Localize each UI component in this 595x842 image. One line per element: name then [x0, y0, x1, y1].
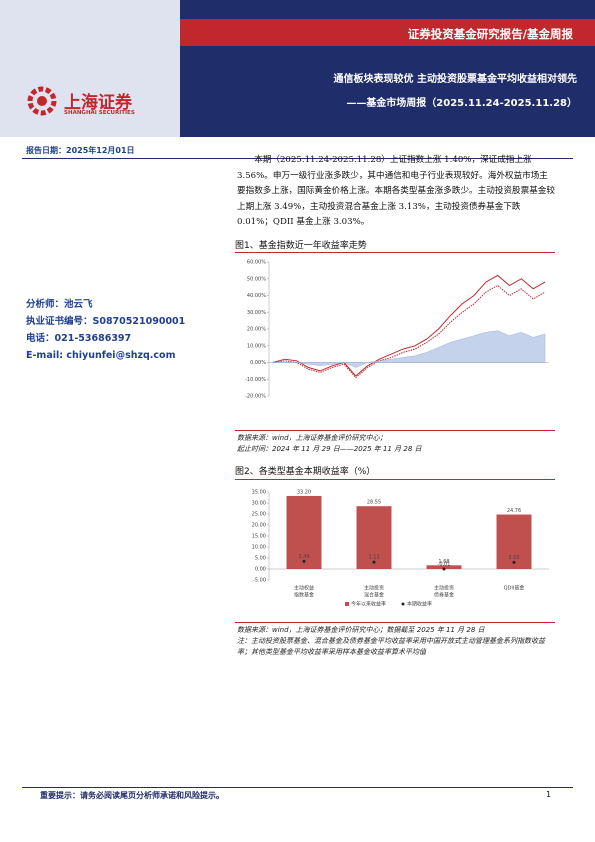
line — [272, 284, 546, 379]
value-label: 1.68 — [438, 559, 449, 565]
x-tick-label: 主动权益 — [294, 585, 314, 592]
figure-title: 图1、基金指数近一年收益率走势 — [235, 241, 367, 251]
figure-rule — [235, 252, 555, 253]
header-red-band — [180, 19, 595, 46]
figure-period: 起止时间：2024 年 11 月 29 日——2025 年 11 月 28 日 — [237, 445, 422, 453]
footer-disclaimer: 重要提示：请务必阅读尾页分析师承诺和风险提示。 — [40, 791, 224, 800]
y-tick-label: 0.00 — [255, 567, 266, 573]
value-label: 3.13 — [368, 555, 379, 561]
figure-rule — [235, 430, 555, 431]
x-tick-label: 债券基金 — [434, 592, 454, 599]
bar — [356, 506, 392, 569]
y-tick-label: 10.00 — [252, 545, 266, 551]
logo-english: SHANGHAI SECURITIES — [64, 110, 135, 116]
report-date: 报告日期：2025年12月01日 — [26, 146, 135, 155]
figure-source: 数据来源：wind，上海证券基金评价研究中心；数据截至 2025 年 11 月 … — [237, 626, 485, 634]
y-tick-label: 20.00% — [247, 327, 266, 333]
y-tick-label: 5.00 — [255, 556, 266, 562]
headline: 通信板块表现较优 主动投资股票基金平均收益相对领先 — [333, 74, 577, 85]
dot — [302, 559, 306, 563]
subheadline: ——基金市场周报（2025.11.24-2025.11.28） — [346, 98, 577, 109]
y-tick-label: 30.00% — [247, 310, 266, 316]
y-tick-label: -5.00 — [253, 578, 266, 584]
divider — [22, 158, 573, 159]
bar — [496, 514, 532, 569]
y-tick-label: 35.00 — [252, 490, 266, 496]
y-tick-label: -10.00% — [245, 377, 266, 383]
header-top-band — [180, 0, 595, 19]
chart: 60.00% 50.00% 40.00% 30.00% 20.00% 10.00% 0.00… — [245, 260, 549, 400]
x-tick-label: 指数基金 — [294, 592, 314, 599]
value-label: -0.01 — [438, 562, 451, 568]
bar — [426, 565, 462, 569]
area — [273, 330, 546, 368]
analyst-block: 分析师：池云飞 执业证书编号：S0870521090001 电话：021-536… — [26, 296, 185, 364]
y-tick-label: 40.00% — [247, 293, 266, 299]
header-left-panel — [0, 0, 180, 137]
legend-label: 本期收益率 — [407, 601, 432, 608]
analyst-line: 电话：021-53686397 — [26, 333, 132, 344]
analyst-line: E-mail: chiyunfei@shzq.com — [26, 350, 176, 361]
footer-rule — [22, 787, 573, 788]
value-label: 3.49 — [298, 554, 309, 560]
analyst-line: 执业证书编号：S0870521090001 — [26, 316, 186, 327]
x-tick-label: 主动投资 — [434, 585, 454, 592]
logo-text: 上海证券 — [64, 93, 132, 113]
page-number: 1 — [546, 790, 552, 799]
value-label: 24.76 — [507, 508, 521, 514]
analyst-line: 分析师：池云飞 — [26, 299, 93, 310]
x-tick-label: 主动投资 — [364, 585, 384, 592]
chart: 35.00 30.00 25.00 20.00 15.00 10.00 5.00 0.00 -5… — [252, 489, 549, 608]
figure-note: 注：主动投资股票基金、混合基金及债券基金平均收益率采用中国开放式主动管理基金系列… — [237, 637, 545, 656]
figure-source: 数据来源：wind，上海证券基金评价研究中心； — [237, 434, 387, 442]
y-tick-label: 20.00 — [252, 523, 266, 529]
y-tick-label: 30.00 — [252, 501, 266, 507]
figure-rule — [235, 622, 555, 623]
y-tick-label: 0.00% — [250, 360, 266, 366]
legend-swatch — [345, 602, 349, 606]
legend-swatch — [401, 602, 405, 606]
header-navy-block — [180, 46, 595, 137]
value-label: 28.55 — [367, 500, 381, 506]
y-tick-label: 50.00% — [247, 276, 266, 282]
figure-title: 图2、各类型基金本期收益率（%） — [235, 467, 376, 477]
dot — [442, 567, 446, 571]
value-label: 3.03 — [508, 555, 519, 561]
line — [272, 274, 546, 377]
logo-icon — [27, 86, 57, 116]
y-tick-label: 15.00 — [252, 534, 266, 540]
x-tick-label: QDII基金 — [504, 585, 525, 592]
header-title: 证券投资基金研究报告/基金周报 — [407, 27, 573, 41]
dot — [512, 560, 516, 564]
y-tick-label: 10.00% — [247, 343, 266, 349]
y-tick-label: -20.00% — [245, 394, 266, 400]
y-tick-label: 60.00% — [247, 260, 266, 266]
legend-label: 今年以来收益率 — [351, 601, 386, 608]
bar — [286, 495, 322, 569]
x-tick-label: 混合基金 — [364, 592, 384, 599]
y-tick-label: 25.00 — [252, 512, 266, 518]
value-label: 33.20 — [297, 489, 311, 495]
dot — [372, 560, 376, 564]
body-text: 本期（2025.11.24-2025.11.28）上证指数上涨 1.40%，深证… — [237, 155, 555, 227]
figure-rule — [235, 479, 555, 480]
